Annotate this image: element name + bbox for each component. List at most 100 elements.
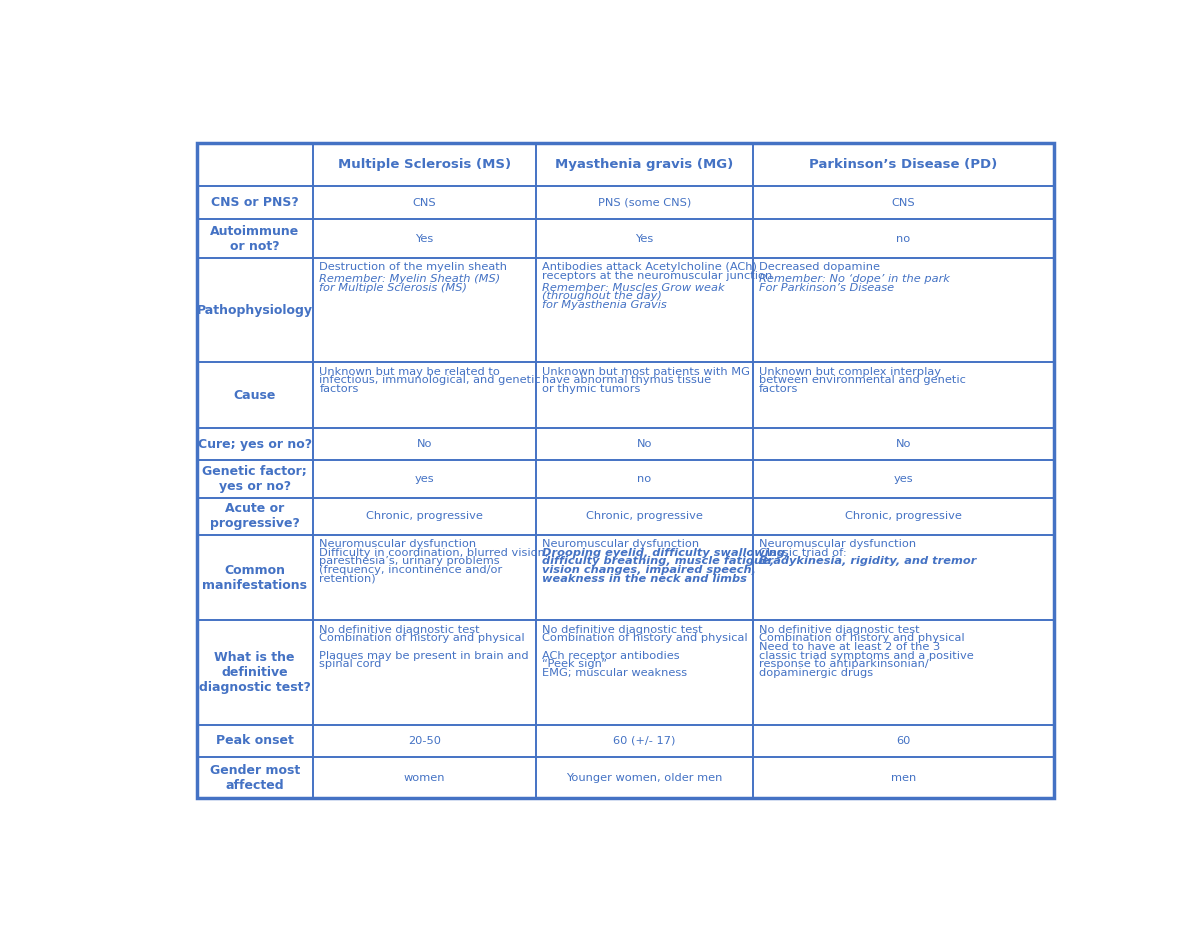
Text: difficulty breathing, muscle fatigue,: difficulty breathing, muscle fatigue,: [542, 556, 775, 566]
Text: classic triad symptoms and a positive: classic triad symptoms and a positive: [760, 651, 974, 661]
Text: Combination of history and physical: Combination of history and physical: [542, 633, 748, 643]
Text: 20-50: 20-50: [408, 736, 440, 746]
Text: Peak onset: Peak onset: [216, 734, 294, 747]
Bar: [536, 725, 752, 757]
Bar: [752, 185, 1054, 220]
Text: Neuromuscular dysfunction: Neuromuscular dysfunction: [319, 539, 476, 549]
Text: CNS: CNS: [892, 197, 916, 208]
Bar: [313, 461, 536, 498]
Text: Cause: Cause: [234, 388, 276, 401]
Text: Unknown but complex interplay: Unknown but complex interplay: [760, 367, 941, 376]
Bar: [536, 220, 752, 259]
Bar: [313, 362, 536, 427]
Text: yes: yes: [894, 474, 913, 484]
Bar: [536, 620, 752, 725]
Text: Yes: Yes: [635, 234, 654, 244]
Text: 60 (+/- 17): 60 (+/- 17): [613, 736, 676, 746]
Bar: [536, 757, 752, 798]
Bar: [536, 185, 752, 220]
Bar: [752, 362, 1054, 427]
Bar: [313, 498, 536, 535]
Text: Neuromuscular dysfunction: Neuromuscular dysfunction: [542, 539, 700, 549]
Text: Chronic, progressive: Chronic, progressive: [366, 511, 482, 521]
Text: Genetic factor;
yes or no?: Genetic factor; yes or no?: [203, 465, 307, 493]
Bar: [752, 220, 1054, 259]
Text: yes: yes: [414, 474, 434, 484]
Bar: [313, 535, 536, 620]
Text: Bradykinesia, rigidity, and tremor: Bradykinesia, rigidity, and tremor: [760, 556, 977, 566]
Text: Chronic, progressive: Chronic, progressive: [845, 511, 961, 521]
Text: or thymic tumors: or thymic tumors: [542, 384, 641, 394]
Bar: [197, 427, 313, 461]
Text: vision changes, impaired speech,: vision changes, impaired speech,: [542, 565, 756, 575]
Bar: [197, 498, 313, 535]
Text: Common
manifestations: Common manifestations: [202, 564, 307, 591]
Bar: [536, 461, 752, 498]
Bar: [536, 144, 752, 185]
Text: CNS: CNS: [413, 197, 436, 208]
Text: Parkinson’s Disease (PD): Parkinson’s Disease (PD): [809, 159, 997, 171]
Text: PNS (some CNS): PNS (some CNS): [598, 197, 691, 208]
Bar: [197, 535, 313, 620]
Text: Need to have at least 2 of the 3: Need to have at least 2 of the 3: [760, 642, 941, 652]
Text: infectious, immunological, and genetic: infectious, immunological, and genetic: [319, 375, 541, 386]
Text: EMG; muscular weakness: EMG; muscular weakness: [542, 668, 688, 679]
Text: No definitive diagnostic test: No definitive diagnostic test: [319, 625, 480, 635]
Text: Myasthenia gravis (MG): Myasthenia gravis (MG): [556, 159, 733, 171]
Bar: [197, 620, 313, 725]
Text: Multiple Sclerosis (MS): Multiple Sclerosis (MS): [337, 159, 511, 171]
Text: No definitive diagnostic test: No definitive diagnostic test: [542, 625, 703, 635]
Text: Difficulty in coordination, blurred vision,: Difficulty in coordination, blurred visi…: [319, 548, 548, 558]
Bar: [197, 757, 313, 798]
Bar: [313, 185, 536, 220]
Text: receptors at the neuromuscular junction: receptors at the neuromuscular junction: [542, 272, 773, 281]
Text: no: no: [896, 234, 911, 244]
Bar: [197, 725, 313, 757]
Text: for Myasthenia Gravis: for Myasthenia Gravis: [542, 300, 667, 310]
Text: Drooping eyelid, difficulty swallowing,: Drooping eyelid, difficulty swallowing,: [542, 548, 790, 558]
Bar: [536, 498, 752, 535]
Text: Yes: Yes: [415, 234, 433, 244]
Text: (throughout the day): (throughout the day): [542, 291, 662, 301]
Bar: [197, 220, 313, 259]
Text: factors: factors: [760, 384, 798, 394]
Text: Neuromuscular dysfunction: Neuromuscular dysfunction: [760, 539, 917, 549]
Text: between environmental and genetic: between environmental and genetic: [760, 375, 966, 386]
Text: “Peek sign”: “Peek sign”: [542, 659, 607, 669]
Text: Acute or
progressive?: Acute or progressive?: [210, 502, 300, 530]
Bar: [752, 259, 1054, 362]
Text: paresthesia’s, urinary problems: paresthesia’s, urinary problems: [319, 556, 500, 566]
Text: 60: 60: [896, 736, 911, 746]
Text: factors: factors: [319, 384, 359, 394]
Bar: [536, 259, 752, 362]
Bar: [313, 725, 536, 757]
Text: Remember: Muscles Grow weak: Remember: Muscles Grow weak: [542, 283, 725, 293]
Bar: [197, 259, 313, 362]
Text: spinal cord: spinal cord: [319, 659, 382, 669]
Bar: [752, 535, 1054, 620]
Bar: [752, 427, 1054, 461]
Text: response to antiparkinsonian/: response to antiparkinsonian/: [760, 659, 929, 669]
Text: Cure; yes or no?: Cure; yes or no?: [198, 438, 312, 451]
Text: Unknown but may be related to: Unknown but may be related to: [319, 367, 500, 376]
Text: Gender most
affected: Gender most affected: [210, 764, 300, 792]
Bar: [752, 461, 1054, 498]
Text: ACh receptor antibodies: ACh receptor antibodies: [542, 651, 680, 661]
Text: for Multiple Sclerosis (MS): for Multiple Sclerosis (MS): [319, 283, 467, 293]
Text: Remember: Myelin Sheath (MS): Remember: Myelin Sheath (MS): [319, 273, 500, 284]
Text: Combination of history and physical: Combination of history and physical: [760, 633, 965, 643]
Text: retention): retention): [319, 574, 376, 584]
Text: What is the
definitive
diagnostic test?: What is the definitive diagnostic test?: [199, 651, 311, 694]
Text: dopaminergic drugs: dopaminergic drugs: [760, 668, 874, 679]
Text: men: men: [890, 772, 916, 782]
Text: Classic triad of:: Classic triad of:: [760, 548, 847, 558]
Bar: [536, 535, 752, 620]
Text: Unknown but most patients with MG: Unknown but most patients with MG: [542, 367, 750, 376]
Bar: [752, 144, 1054, 185]
Text: Chronic, progressive: Chronic, progressive: [586, 511, 703, 521]
Text: Combination of history and physical: Combination of history and physical: [319, 633, 524, 643]
Text: (frequency, incontinence and/or: (frequency, incontinence and/or: [319, 565, 503, 575]
Text: Pathophysiology: Pathophysiology: [197, 304, 313, 317]
Text: For Parkinson’s Disease: For Parkinson’s Disease: [760, 283, 894, 293]
Bar: [313, 144, 536, 185]
